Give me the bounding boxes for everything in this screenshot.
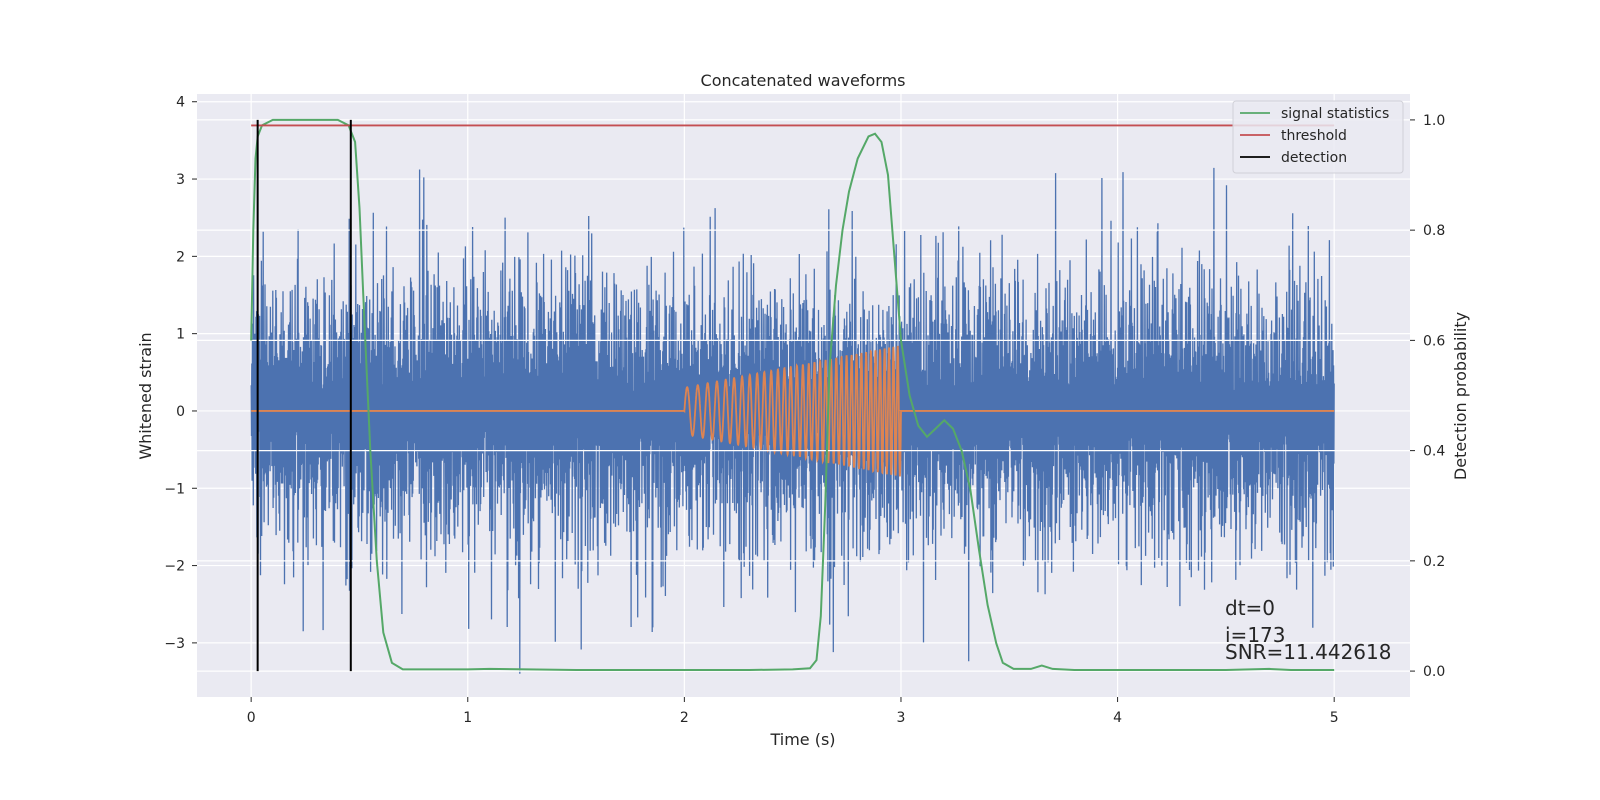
legend: signal statistics threshold detection: [1232, 100, 1404, 174]
x-axis-ticks: 0 1 2 3 4 5: [247, 697, 1339, 726]
legend-label-signal-statistics: signal statistics: [1281, 106, 1389, 122]
legend-label-detection: detection: [1281, 150, 1347, 166]
secondary-grid: [197, 119, 1410, 672]
x-axis-label: Time (s): [769, 730, 835, 749]
chart-title: Concatenated waveforms: [701, 71, 906, 90]
annotation-index: i=173: [1225, 623, 1286, 647]
legend-label-threshold: threshold: [1281, 128, 1347, 144]
y2-tick-label: 0.8: [1423, 223, 1445, 239]
x-tick-label: 5: [1330, 710, 1339, 726]
x-tick-label: 3: [897, 710, 906, 726]
x-tick-label: 4: [1113, 710, 1122, 726]
y-tick-label: 4: [176, 95, 185, 111]
y-tick-label: 0: [176, 404, 185, 420]
y2-tick-label: 0.4: [1423, 444, 1445, 460]
y2-axis-ticks: 0.0 0.2 0.4 0.6 0.8 1.0: [1410, 113, 1445, 680]
y2-tick-label: 0.2: [1423, 554, 1445, 570]
annotation-dt: dt=0: [1225, 596, 1275, 620]
y-axis-ticks: −3 −2 −1 0 1 2 3 4: [164, 95, 197, 652]
y-tick-label: 1: [176, 327, 185, 343]
x-tick-label: 1: [463, 710, 472, 726]
signal-statistics-line: [250, 118, 1335, 671]
y-axis-label: Whitened strain: [136, 332, 155, 459]
y2-axis-label: Detection probability: [1451, 312, 1470, 480]
x-tick-label: 0: [247, 710, 256, 726]
y2-tick-label: 0.6: [1423, 333, 1445, 349]
injection-line: [251, 345, 1335, 477]
strain-line: [250, 167, 1335, 674]
y2-tick-label: 1.0: [1423, 113, 1445, 129]
legend-box: [1232, 100, 1404, 174]
annotation-snr: SNR=11.442618: [1225, 640, 1391, 664]
y-tick-label: −3: [164, 636, 185, 652]
y-tick-label: −2: [164, 559, 185, 575]
plot-content: [197, 118, 1410, 674]
y-tick-label: 3: [176, 172, 185, 188]
y-tick-label: 2: [176, 249, 185, 265]
y2-tick-label: 0.0: [1423, 664, 1445, 680]
x-tick-label: 2: [680, 710, 689, 726]
detection-lines: [256, 119, 352, 672]
y-tick-label: −1: [164, 481, 185, 497]
